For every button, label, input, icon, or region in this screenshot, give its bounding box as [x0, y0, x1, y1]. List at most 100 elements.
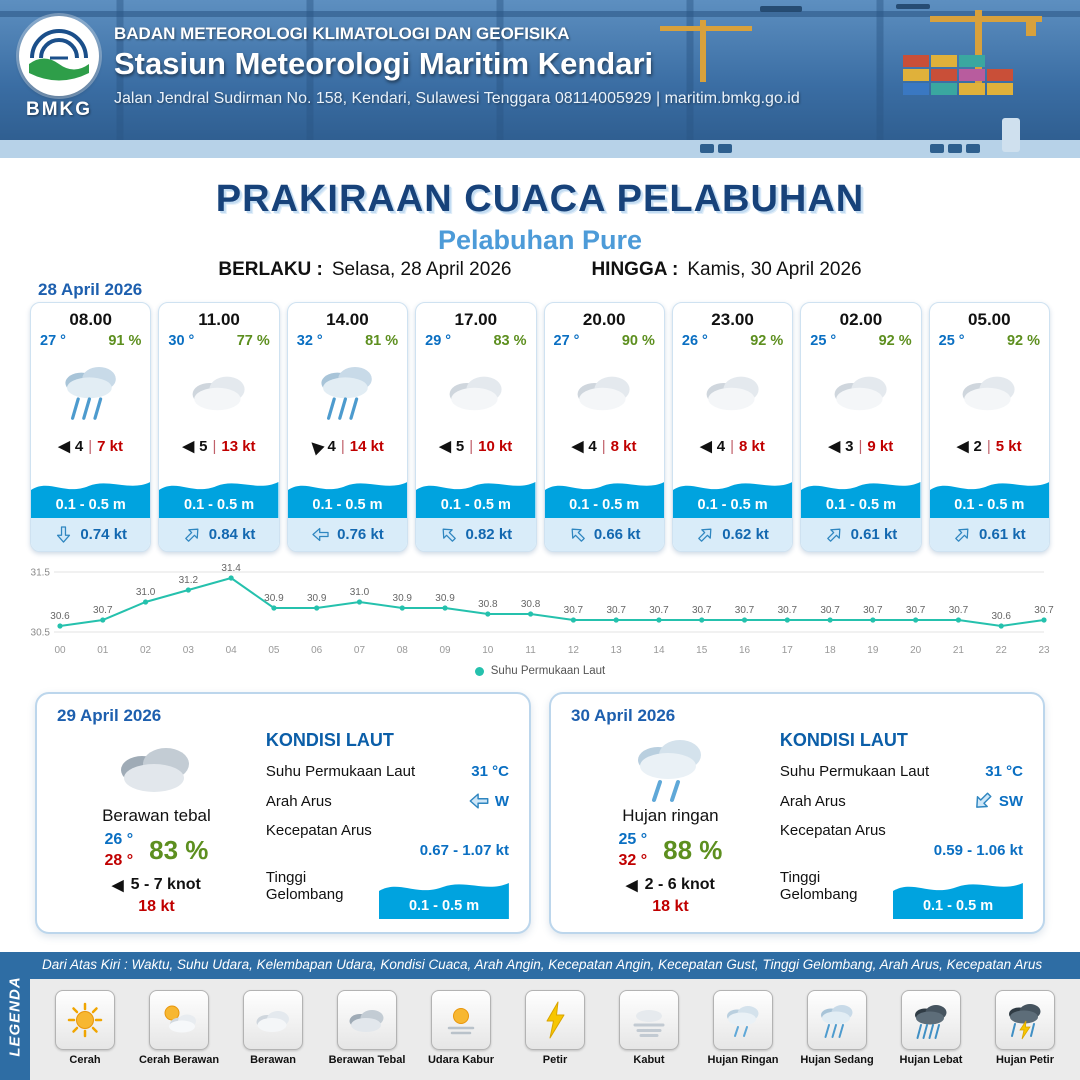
wind-speed: 5 kt [995, 437, 1022, 455]
card-time: 23.00 [711, 310, 754, 329]
wind-direction-icon: ◀ [626, 877, 638, 894]
current-direction-icon [311, 525, 330, 544]
svg-text:00: 00 [54, 645, 66, 656]
wind-beaufort: 4 [716, 437, 726, 455]
wind-direction-icon: ◀ [182, 438, 195, 455]
weather-condition: Berawan tebal [102, 806, 211, 825]
sun-cloud-icon [149, 990, 209, 1051]
sst-value: 31 °C [471, 763, 509, 780]
sst-line-chart: 30.5 31.5 30.6 00 30.7 01 31.0 02 31.2 03 31.4 04 30… [31, 563, 1055, 656]
header: BMKG BADAN METEOROLOGI KLIMATOLOGI DAN G… [0, 0, 1080, 158]
svg-text:13: 13 [611, 645, 623, 656]
card-temperature: 27 ° [40, 333, 66, 349]
forecast-card: 11.00 30 ° 77 % ◀ 5 | 13 kt 0.1 - 0.5 m … [158, 302, 280, 552]
svg-text:31.0: 31.0 [350, 587, 370, 598]
forecast-card: 02.00 25 ° 92 % ◀ 3 | 9 kt 0.1 - 0.5 m 0… [800, 302, 922, 552]
svg-text:30.9: 30.9 [264, 593, 284, 604]
wind-direction-icon: ◀ [956, 438, 969, 455]
wave-height: 0.1 - 0.5 m [569, 497, 640, 513]
current-speed: 0.62 kt [722, 526, 769, 543]
wind-range: 5 - 7 knot [130, 876, 201, 893]
wind-row: ◀ 5 | 13 kt [159, 433, 278, 459]
haze-icon [431, 990, 491, 1051]
svg-text:30.7: 30.7 [1034, 605, 1054, 616]
svg-text:31.0: 31.0 [136, 587, 156, 598]
card-temperature: 25 ° [810, 333, 837, 349]
wind-row: ◀ 5 | 10 kt [416, 433, 535, 459]
wind-row: ◀ 2 | 5 kt [930, 433, 1049, 459]
svg-text:23: 23 [1038, 645, 1050, 656]
current-direction-icon [967, 785, 998, 816]
legend-item: Hujan Lebat [885, 990, 977, 1067]
sst-value: 31 °C [985, 763, 1023, 780]
svg-text:30.7: 30.7 [649, 605, 669, 616]
svg-text:30.7: 30.7 [93, 605, 113, 616]
wind-beaufort: 4 [74, 437, 84, 455]
card-humidity: 81 % [365, 333, 399, 349]
station-address: Jalan Jendral Sudirman No. 158, Kendari,… [114, 90, 800, 107]
sst-label: Suhu Permukaan Laut [779, 763, 930, 780]
wind-speed: 7 kt [97, 437, 124, 455]
page-title: PRAKIRAAN CUACA PELABUHAN [215, 178, 865, 220]
wave-height-graphic: 0.1 - 0.5 m [379, 873, 509, 919]
sea-surface-temperature-chart: 30.5 31.5 30.6 00 30.7 01 31.0 02 31.2 03 31.4 04 30… [18, 556, 1062, 677]
legend-label: Cerah Berawan [138, 1054, 220, 1067]
legend-label: Berawan [250, 1054, 296, 1067]
chart-legend-marker [474, 666, 484, 676]
svg-text:22: 22 [996, 645, 1008, 656]
wind-row: ◀ 3 | 9 kt [801, 433, 920, 459]
rain-med-icon [807, 990, 867, 1051]
wave-height-band: 0.1 - 0.5 m [672, 472, 793, 518]
svg-text:30.7: 30.7 [906, 605, 926, 616]
forecast-card: 17.00 29 ° 83 % ◀ 5 | 10 kt 0.1 - 0.5 m … [415, 302, 537, 552]
legend-item: Berawan [227, 990, 319, 1067]
svg-text:20: 20 [910, 645, 922, 656]
legend-item: Cerah [39, 990, 131, 1067]
svg-text:31.5: 31.5 [31, 568, 51, 579]
wind-beaufort: 4 [327, 437, 336, 455]
forecast-card: 20.00 27 ° 90 % ◀ 4 | 8 kt 0.1 - 0.5 m 0… [543, 302, 665, 552]
weather-icon [288, 349, 407, 433]
forecast-card: 23.00 26 ° 92 % ◀ 4 | 8 kt 0.1 - 0.5 m 0… [671, 302, 794, 552]
legend-label: Kabut [633, 1054, 665, 1067]
hourly-forecast-row: 08.00 27 ° 91 % ◀ 4 | 7 kt 0.1 - 0.5 m 0… [30, 302, 1050, 552]
wind-separator: | [986, 437, 991, 455]
current-direction-icon [468, 790, 490, 812]
wave-height: 0.1 - 0.5 m [697, 497, 768, 513]
berlaku-label: BERLAKU : [218, 259, 323, 280]
temp-max: 32 ° [618, 852, 648, 869]
weather-icon [545, 349, 664, 433]
fog-icon [619, 990, 679, 1051]
card-time: 05.00 [968, 310, 1011, 329]
wind-beaufort: 5 [455, 437, 465, 455]
sea-conditions-title: KONDISI LAUT [779, 730, 908, 750]
wind-direction-icon: ◀ [828, 438, 841, 455]
current-speed: 0.84 kt [208, 526, 256, 543]
svg-text:30.5: 30.5 [31, 628, 51, 639]
svg-text:16: 16 [739, 645, 751, 656]
wind-direction-icon: ◀ [439, 438, 451, 455]
svg-text:30.9: 30.9 [393, 593, 413, 604]
card-humidity: 91 % [108, 333, 142, 349]
wave-height-band: 0.1 - 0.5 m [544, 472, 664, 518]
wave-height-graphic: 0.1 - 0.5 m [893, 873, 1023, 919]
legend-label: Petir [542, 1054, 568, 1067]
panel-date: 29 April 2026 [57, 706, 162, 725]
card-temperature: 32 ° [296, 333, 323, 349]
svg-text:07: 07 [354, 645, 366, 656]
svg-text:05: 05 [268, 645, 280, 656]
port-name: Pelabuhan Pure [437, 225, 643, 255]
summary-panel-day1: 29 April 2026 Berawan tebal 26 ° 28 ° 83… [35, 692, 531, 934]
svg-text:30.8: 30.8 [478, 599, 498, 610]
svg-text:30.9: 30.9 [307, 593, 327, 604]
legend-item: Berawan Tebal [321, 990, 413, 1067]
legend-item: Hujan Petir [979, 990, 1071, 1067]
svg-text:30.7: 30.7 [692, 605, 712, 616]
legend-label: Hujan Sedang [800, 1054, 874, 1067]
wind-separator: | [340, 437, 345, 455]
svg-text:30.7: 30.7 [778, 605, 798, 616]
current-row: 0.76 kt [287, 518, 408, 551]
svg-text:04: 04 [226, 645, 238, 656]
svg-text:06: 06 [311, 645, 323, 656]
wind-separator: | [601, 437, 606, 455]
